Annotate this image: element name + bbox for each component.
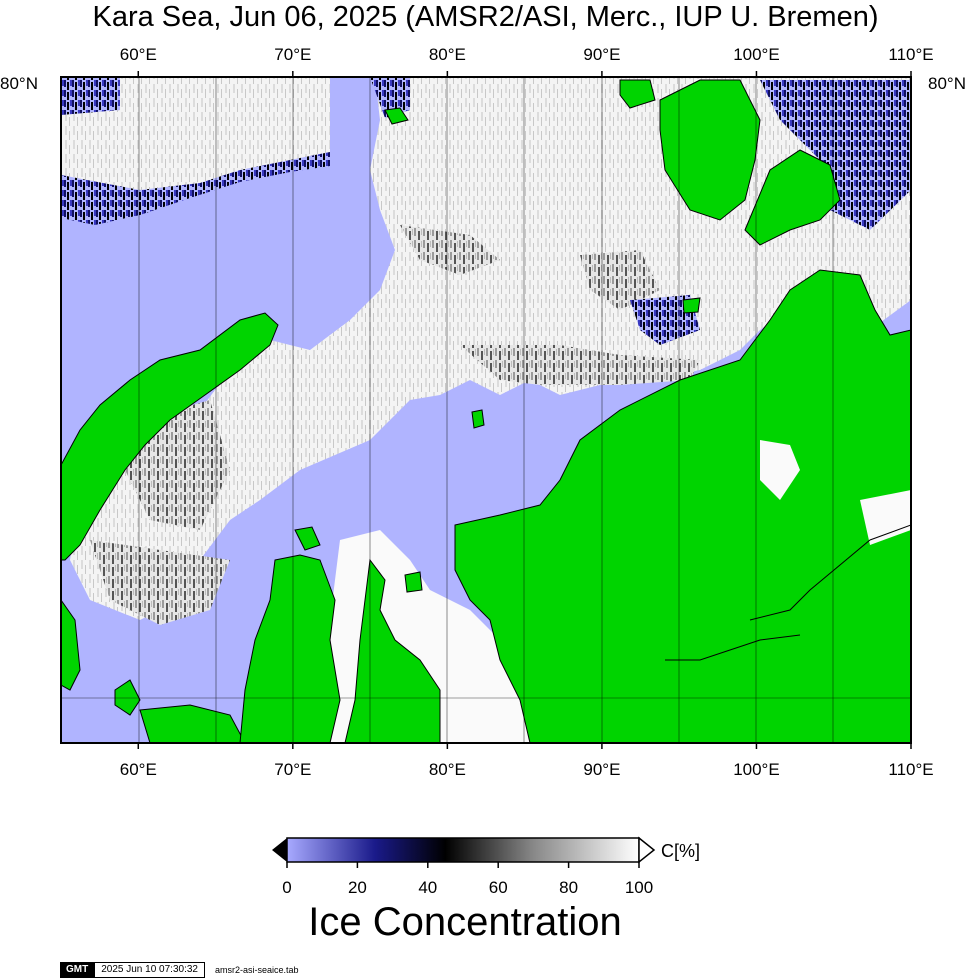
land-severnaya-zemlya-b (744, 149, 841, 246)
land-yugra (139, 704, 246, 743)
lat-label-left: 80°N (0, 74, 38, 93)
colorbar-under-arrow (272, 838, 287, 862)
land-island-3 (471, 409, 485, 429)
land-severnaya-zemlya-c (619, 79, 656, 109)
land-island-2 (404, 571, 423, 593)
colorbar-tick-label: 0 (282, 878, 291, 897)
map-area (61, 77, 911, 743)
ice-mixed-b (580, 250, 660, 310)
ice-region-north (61, 77, 330, 212)
bottom-tick-label: 100°E (733, 760, 780, 779)
ice-edge-b (630, 295, 700, 345)
map-frame (60, 76, 912, 744)
colorbar-tick-label: 60 (489, 878, 508, 897)
land-novaya-zemlya (61, 312, 279, 561)
ice-mixed-c (460, 345, 700, 385)
land-severnaya-zemlya-a (659, 79, 761, 221)
ice-mixed-e (90, 540, 230, 625)
ice-edge-nw (61, 77, 120, 115)
ice-mixed-a (400, 225, 500, 275)
colorbar-tick-label: 20 (348, 878, 367, 897)
bottom-tick-label: 70°E (274, 760, 311, 779)
top-tick-label: 100°E (733, 45, 780, 64)
colorbar-tick-label: 80 (559, 878, 578, 897)
bottom-tick-labels: 60°E 70°E 80°E 90°E 100°E 110°E (120, 760, 934, 779)
top-tick-labels: 60°E 70°E 80°E 90°E 100°E 110°E (120, 45, 934, 64)
timestamp: 2025 Jun 10 07:30:32 (94, 962, 205, 978)
top-tick-label: 80°E (429, 45, 466, 64)
top-tick-label: 70°E (274, 45, 311, 64)
land-island-1 (384, 107, 409, 125)
land-bely-island (294, 526, 321, 551)
filename: amsr2-asi-seaice.tab (214, 965, 299, 975)
colorbar-tick-label: 100 (625, 878, 653, 897)
river-line (749, 524, 911, 621)
footer: GMT 2025 Jun 10 07:30:32 amsr2-asi-seaic… (60, 962, 299, 978)
gmt-logo: GMT (60, 962, 95, 978)
colorbar-over-arrow (638, 836, 656, 864)
river-line-2 (665, 634, 801, 661)
bottom-tick-label: 80°E (429, 760, 466, 779)
map-title: Kara Sea, Jun 06, 2025 (AMSR2/ASI, Merc.… (92, 1, 879, 33)
graticule (61, 77, 911, 743)
land-taymyr-cutout-e (860, 490, 911, 545)
bottom-tick-label: 60°E (120, 760, 157, 779)
lat-label-right: 80°N (928, 74, 966, 93)
colorbar-tick-label: 40 (418, 878, 437, 897)
ice-mixed-ne (760, 80, 911, 230)
colorbar-tick-labels: 0 20 40 60 80 100 (282, 862, 653, 897)
land-taymyr (454, 269, 911, 743)
top-tick-label: 110°E (888, 45, 933, 64)
land-vaygach (114, 679, 141, 716)
colorbar-unit: C[%] (661, 841, 700, 861)
bottom-tick-label: 90°E (583, 760, 620, 779)
land-gydan (344, 558, 441, 743)
land-taymyr-cutout (760, 440, 800, 500)
land-sw-edge (61, 599, 81, 691)
ice-edge-north (61, 152, 330, 225)
bottom-tick-label: 110°E (888, 760, 933, 779)
map-tickmarks (137, 71, 912, 749)
top-tick-label: 90°E (583, 45, 620, 64)
colorbar-ramp (286, 837, 640, 863)
land-yamal (239, 554, 341, 743)
land-island-4 (682, 297, 701, 314)
colorbar-title: Ice Concentration (308, 900, 622, 944)
colorbar: C[%] 0 20 40 60 80 100 (272, 836, 700, 897)
top-tick-label: 60°E (120, 45, 157, 64)
